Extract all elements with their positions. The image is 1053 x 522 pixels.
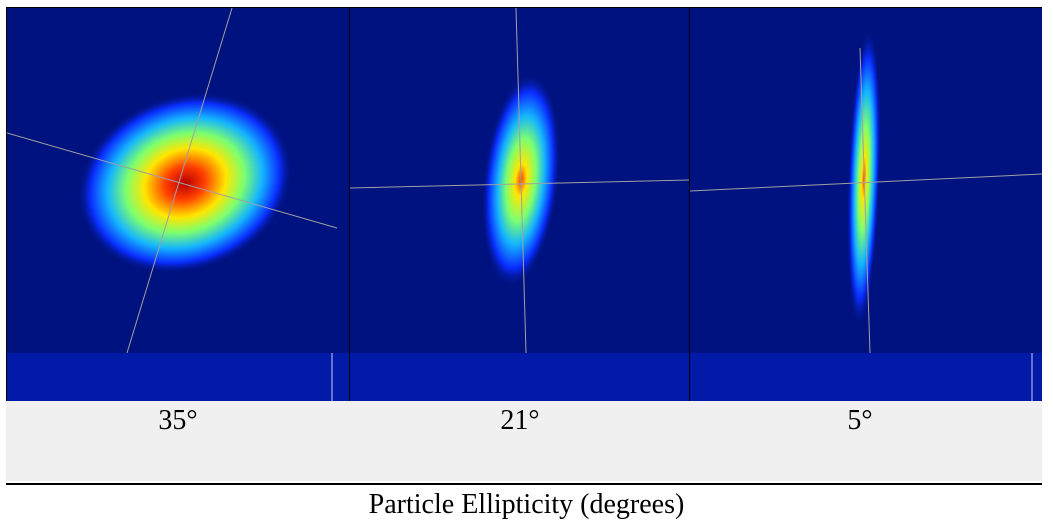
angle-label-1: 35°: [158, 405, 198, 436]
heatmap-panel-35: [7, 8, 349, 401]
major-axis-line: [515, 8, 527, 354]
minor-axis-line: [690, 173, 1042, 192]
bottom-bar: [690, 353, 1042, 401]
image-strip: [6, 7, 1042, 402]
minor-axis-line: [7, 132, 338, 229]
bottom-bar: [350, 353, 690, 401]
angle-label-2: 21°: [500, 405, 540, 436]
heatmap-panel-21: [349, 8, 690, 401]
major-axis-line: [859, 47, 871, 354]
figure-caption: Particle Ellipticity (degrees): [368, 489, 685, 520]
minor-axis-line: [350, 179, 690, 189]
label-band: [6, 401, 1042, 481]
bottom-bar: [7, 353, 349, 401]
angle-label-3: 5°: [847, 405, 873, 436]
major-axis-line: [126, 8, 233, 354]
particle-blob: [77, 92, 293, 274]
divider-rule: [6, 483, 1042, 485]
heatmap-panel-5: [689, 8, 1042, 401]
